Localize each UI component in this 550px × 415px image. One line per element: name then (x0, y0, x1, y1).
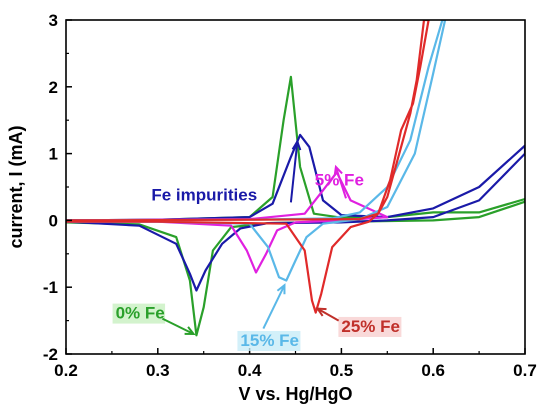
annotation-label: 0% Fe (116, 304, 165, 323)
y-tick-label: -2 (43, 345, 58, 364)
annotation-highlight (237, 330, 301, 351)
series-layer (66, 20, 525, 337)
annotation: 5% Fe (315, 164, 364, 199)
annotation-highlight (112, 303, 166, 324)
x-tick-label: 0.7 (513, 361, 537, 380)
series-line-4 (66, 20, 447, 282)
annotation-label: Fe impurities (151, 185, 257, 204)
y-axis-title: current, I (mA) (6, 125, 26, 248)
x-tick-label: 0.6 (421, 361, 445, 380)
annotation: Fe impurities (151, 139, 302, 204)
annotation-arrowhead (291, 139, 302, 151)
annotation: 0% Fe (112, 303, 196, 335)
y-tick-label: 3 (49, 11, 58, 30)
annotation-arrow (161, 317, 195, 335)
annotation-arrow (317, 307, 340, 322)
series-line-3 (66, 171, 389, 274)
x-tick-label: 0.2 (54, 361, 78, 380)
series-line-5 (66, 20, 430, 314)
x-tick-label: 0.5 (330, 361, 354, 380)
annotation-highlight (338, 316, 402, 337)
annotation-label: 15% Fe (240, 331, 299, 350)
series-line-2 (66, 133, 525, 292)
annotation-arrow (262, 284, 286, 330)
annotations-layer: Fe impurities 5% Fe 0% Fe 15% Fe 25% Fe (112, 139, 402, 351)
annotation-arrowhead (276, 283, 286, 295)
y-tick-label: 2 (49, 78, 58, 97)
y-tick-label: 1 (49, 145, 58, 164)
ticks-layer: 0.2 0.3 0.4 0.5 0.6 0.7 -2 -1 0 1 2 3 (43, 11, 537, 380)
annotation-arrowhead (184, 326, 196, 335)
annotation-arrow (334, 166, 347, 199)
x-tick-label: 0.3 (146, 361, 170, 380)
y-tick-label: -1 (43, 278, 58, 297)
y-tick-label: 0 (49, 211, 58, 230)
annotation-label: 25% Fe (341, 317, 400, 336)
annotation: 15% Fe (237, 283, 301, 351)
series-line-1 (66, 75, 525, 337)
x-tick-label: 0.4 (238, 361, 262, 380)
annotation-arrowhead (333, 164, 343, 177)
x-axis-title: V vs. Hg/HgO (238, 384, 352, 404)
annotation-arrow (289, 141, 299, 203)
annotation: 25% Fe (315, 307, 402, 337)
annotation-arrowhead (315, 307, 327, 317)
